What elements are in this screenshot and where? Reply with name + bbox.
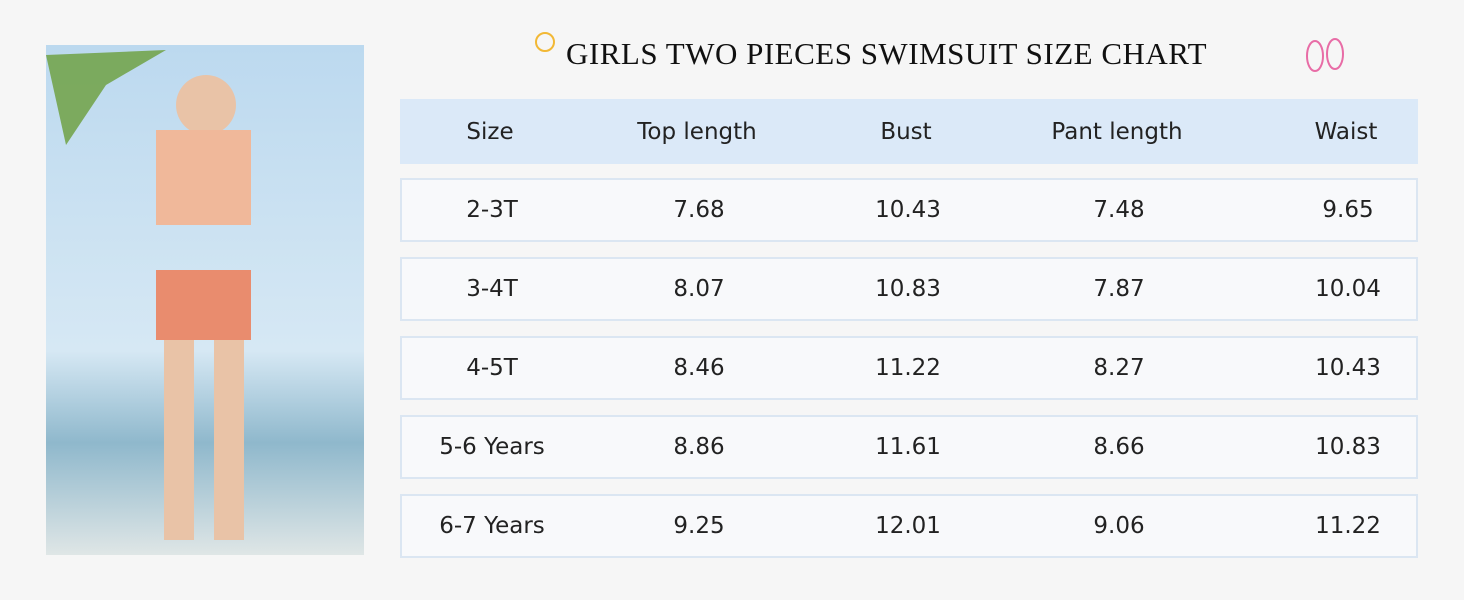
cell: Bust xyxy=(880,118,932,145)
cell: 11.22 xyxy=(1315,513,1381,539)
cell: 12.01 xyxy=(875,513,941,539)
sun-icon xyxy=(535,32,555,52)
photo-illustration xyxy=(46,50,251,540)
cell: 10.83 xyxy=(875,276,941,302)
table-row: 6-7 Years 9.25 12.01 9.06 11.22 xyxy=(400,494,1418,558)
cell: 10.83 xyxy=(1315,434,1381,460)
table-row: 5-6 Years 8.86 11.61 8.66 10.83 xyxy=(400,415,1418,479)
cell: 11.22 xyxy=(875,355,941,381)
table-row: 3-4T 8.07 10.83 7.87 10.04 xyxy=(400,257,1418,321)
cell: 9.65 xyxy=(1322,197,1374,223)
chart-title: GIRLS TWO PIECES SWIMSUIT SIZE CHART xyxy=(566,36,1208,71)
cell: 9.25 xyxy=(673,513,725,539)
cell: Waist xyxy=(1314,118,1378,145)
product-photo xyxy=(46,45,364,555)
flipflop-icon xyxy=(1306,38,1344,72)
cell: 8.86 xyxy=(673,434,725,460)
header-row: Size Top length Bust Pant length Waist xyxy=(400,99,1418,164)
cell: Top length xyxy=(637,118,757,145)
cell: 10.43 xyxy=(1315,355,1381,381)
table-row: 2-3T 7.68 10.43 7.48 9.65 xyxy=(400,178,1418,242)
cell: 11.61 xyxy=(875,434,941,460)
cell: Size xyxy=(466,118,514,145)
cell: 8.27 xyxy=(1093,355,1145,381)
cell: 2-3T xyxy=(466,197,518,223)
cell: Pant length xyxy=(1051,118,1183,145)
cell: 8.66 xyxy=(1093,434,1145,460)
cell: 8.07 xyxy=(673,276,725,302)
cell: 5-6 Years xyxy=(439,434,545,460)
cell: 10.43 xyxy=(875,197,941,223)
cell: 10.04 xyxy=(1315,276,1381,302)
cell: 7.48 xyxy=(1093,197,1145,223)
table-row: 4-5T 8.46 11.22 8.27 10.43 xyxy=(400,336,1418,400)
cell: 9.06 xyxy=(1093,513,1145,539)
cell: 7.68 xyxy=(673,197,725,223)
cell: 3-4T xyxy=(466,276,518,302)
cell: 8.46 xyxy=(673,355,725,381)
cell: 4-5T xyxy=(466,355,518,381)
cell: 6-7 Years xyxy=(439,513,545,539)
cell: 7.87 xyxy=(1093,276,1145,302)
